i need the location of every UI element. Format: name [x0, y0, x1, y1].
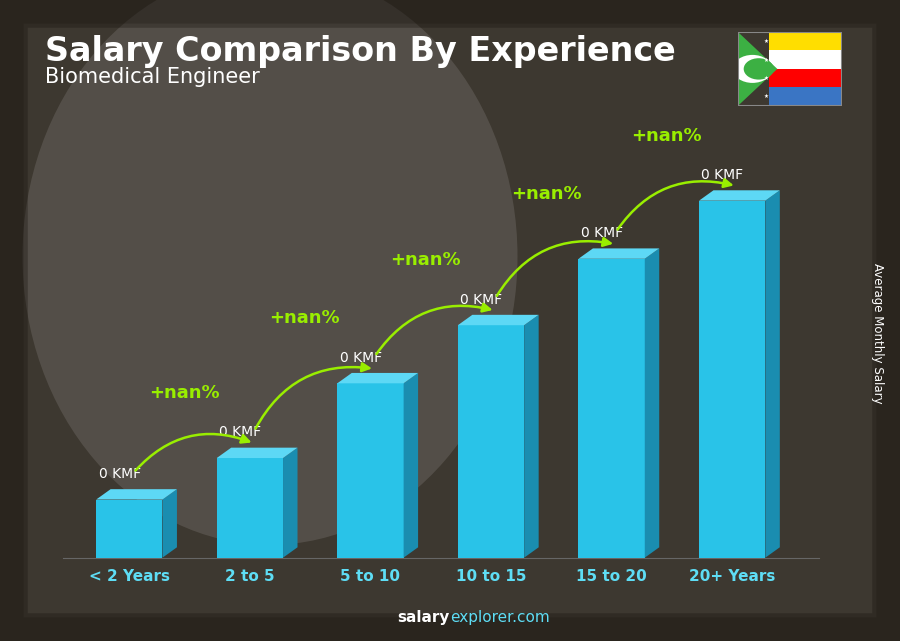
Polygon shape — [458, 315, 539, 325]
Polygon shape — [699, 201, 765, 558]
Circle shape — [743, 58, 774, 79]
Text: 0 KMF: 0 KMF — [339, 351, 382, 365]
Text: +nan%: +nan% — [390, 251, 461, 269]
Polygon shape — [644, 249, 659, 558]
Polygon shape — [163, 489, 177, 558]
Bar — [769, 32, 842, 51]
Polygon shape — [699, 190, 779, 201]
Bar — [769, 51, 842, 69]
Polygon shape — [217, 447, 298, 458]
Text: +nan%: +nan% — [270, 309, 340, 328]
Text: salary: salary — [398, 610, 450, 625]
Text: explorer.com: explorer.com — [450, 610, 550, 625]
Text: ★: ★ — [763, 94, 769, 99]
Polygon shape — [458, 325, 524, 558]
Text: 0 KMF: 0 KMF — [219, 426, 261, 439]
Bar — [769, 69, 842, 87]
Text: Average Monthly Salary: Average Monthly Salary — [871, 263, 884, 404]
Polygon shape — [338, 373, 418, 383]
Text: Salary Comparison By Experience: Salary Comparison By Experience — [45, 35, 676, 68]
Polygon shape — [96, 489, 177, 499]
Text: 0 KMF: 0 KMF — [99, 467, 140, 481]
Text: +nan%: +nan% — [510, 185, 581, 203]
Text: ★: ★ — [763, 58, 769, 63]
Text: 0 KMF: 0 KMF — [701, 168, 743, 182]
Polygon shape — [217, 458, 283, 558]
Circle shape — [733, 55, 772, 83]
Polygon shape — [283, 447, 298, 558]
Polygon shape — [765, 190, 779, 558]
Text: +nan%: +nan% — [149, 384, 220, 402]
Polygon shape — [738, 32, 778, 106]
Bar — [769, 87, 842, 106]
Polygon shape — [96, 499, 163, 558]
Polygon shape — [524, 315, 539, 558]
Text: 0 KMF: 0 KMF — [460, 292, 502, 306]
Ellipse shape — [22, 0, 518, 545]
Polygon shape — [403, 373, 418, 558]
Text: Biomedical Engineer: Biomedical Engineer — [45, 67, 260, 87]
Text: 0 KMF: 0 KMF — [580, 226, 623, 240]
Text: +nan%: +nan% — [631, 127, 702, 145]
Polygon shape — [338, 383, 403, 558]
Text: ★: ★ — [763, 39, 769, 44]
Polygon shape — [579, 259, 644, 558]
Text: ★: ★ — [763, 76, 769, 81]
Polygon shape — [579, 249, 659, 259]
